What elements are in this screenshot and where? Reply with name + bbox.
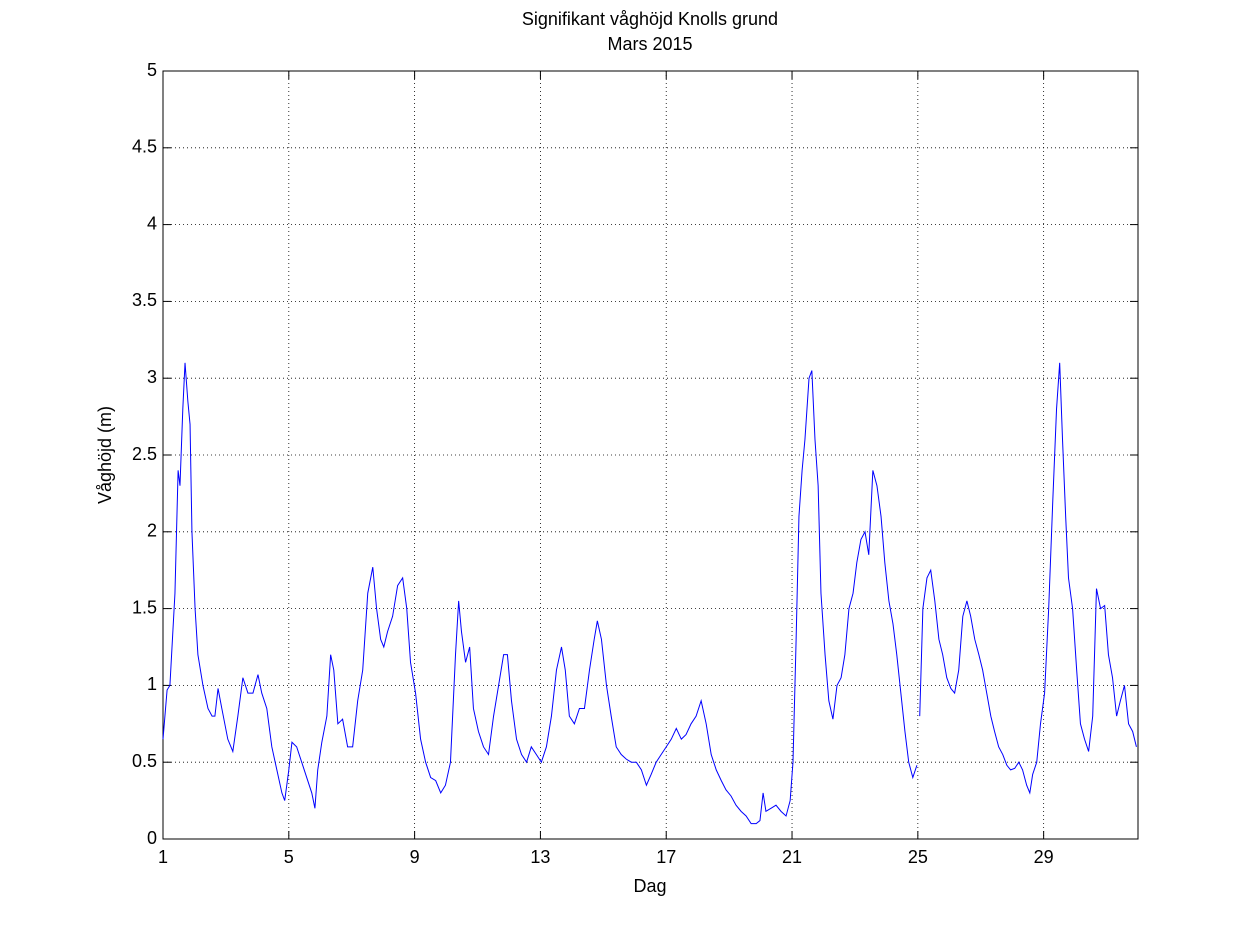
y-tick-label: 1.5 bbox=[132, 597, 157, 617]
x-tick-label: 13 bbox=[530, 847, 550, 867]
x-tick-label: 21 bbox=[782, 847, 802, 867]
y-tick-label: 0 bbox=[147, 828, 157, 848]
y-tick-label: 1 bbox=[147, 674, 157, 694]
x-tick-label: 9 bbox=[410, 847, 420, 867]
y-axis-label: Våghöjd (m) bbox=[95, 406, 115, 504]
x-tick-label: 25 bbox=[908, 847, 928, 867]
plot-frame bbox=[162, 70, 1139, 840]
x-axis-label: Dag bbox=[633, 876, 666, 896]
y-tick-label: 2.5 bbox=[132, 444, 157, 464]
chart-title: Signifikant våghöjd Knolls grund bbox=[522, 9, 778, 29]
x-tick-label: 5 bbox=[284, 847, 294, 867]
y-tick-label: 4.5 bbox=[132, 137, 157, 157]
y-tick-label: 3 bbox=[147, 367, 157, 387]
data-line bbox=[162, 362, 1137, 825]
chart-subtitle: Mars 2015 bbox=[607, 34, 692, 54]
x-tick-label: 17 bbox=[656, 847, 676, 867]
x-tick-label: 1 bbox=[158, 847, 168, 867]
y-tick-label: 4 bbox=[147, 213, 157, 233]
y-tick-label: 2 bbox=[147, 521, 157, 541]
y-tick-label: 3.5 bbox=[132, 290, 157, 310]
x-tick-label: 29 bbox=[1034, 847, 1054, 867]
y-tick-label: 5 bbox=[147, 60, 157, 80]
y-tick-label: 0.5 bbox=[132, 751, 157, 771]
